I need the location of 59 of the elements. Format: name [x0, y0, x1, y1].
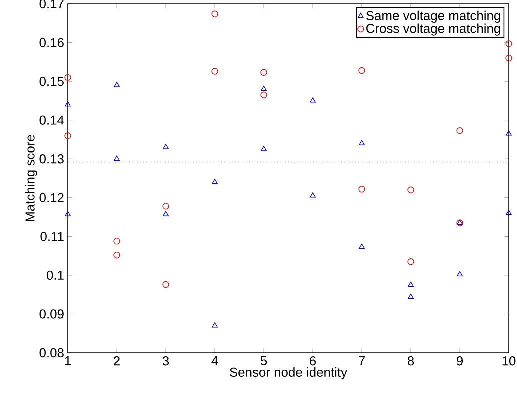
- legend-label: Cross voltage matching: [366, 24, 500, 36]
- point: [212, 68, 218, 75]
- x-tick-label: 4: [212, 356, 218, 366]
- y-tick-label: 0.13: [40, 154, 64, 164]
- point: [506, 40, 512, 48]
- point: [359, 244, 365, 249]
- point: [457, 271, 463, 277]
- point: [358, 186, 366, 193]
- x-tick-label: 1: [65, 356, 71, 366]
- point: [163, 144, 169, 150]
- point: [162, 203, 170, 210]
- y-tick-label: 0.1: [46, 270, 64, 280]
- point: [162, 281, 170, 288]
- point: [260, 92, 268, 98]
- x-tick-label: 2: [114, 356, 120, 366]
- y-tick-label: 0.12: [40, 193, 64, 202]
- point: [408, 294, 414, 300]
- y-tick-label: 0.15: [40, 76, 64, 86]
- point: [456, 127, 464, 134]
- point: [65, 211, 71, 216]
- x-tick-label: 8: [408, 356, 414, 366]
- point: [114, 156, 120, 161]
- point: [212, 322, 218, 328]
- point: [506, 210, 512, 216]
- point: [212, 10, 218, 18]
- x-axis-title: Sensor node identity: [230, 368, 348, 380]
- point: [358, 67, 366, 74]
- point: [114, 82, 120, 88]
- point: [408, 186, 414, 194]
- point: [114, 252, 120, 259]
- x-tick-label: 5: [260, 356, 268, 366]
- point: [359, 140, 365, 146]
- y-tick-label: 0.16: [40, 38, 64, 48]
- y-tick-label: 0.14: [40, 116, 64, 125]
- x-tick-label: 10: [502, 356, 516, 366]
- y-axis-title: Matching score: [25, 135, 38, 222]
- x-tick-label: 6: [310, 356, 316, 366]
- point: [408, 282, 414, 287]
- x-tick-label: 7: [359, 356, 365, 366]
- x-tick-label: 3: [162, 356, 170, 366]
- point: [310, 98, 316, 103]
- point: [64, 74, 72, 82]
- x-tick-label: 9: [457, 356, 463, 366]
- point: [506, 54, 512, 62]
- point: [261, 86, 267, 92]
- y-tick-label: 0.08: [40, 348, 64, 358]
- point: [408, 258, 414, 266]
- y-tick-label: 0.11: [40, 232, 64, 242]
- point: [114, 238, 120, 245]
- legend-label: Same voltage matching: [366, 10, 500, 23]
- y-tick-label: 0.09: [40, 310, 64, 319]
- point: [506, 130, 512, 136]
- point: [65, 101, 71, 107]
- point: [310, 192, 316, 198]
- point: [212, 179, 218, 184]
- point: [260, 69, 268, 76]
- point: [64, 132, 72, 140]
- point: [261, 146, 267, 152]
- point: [163, 211, 169, 216]
